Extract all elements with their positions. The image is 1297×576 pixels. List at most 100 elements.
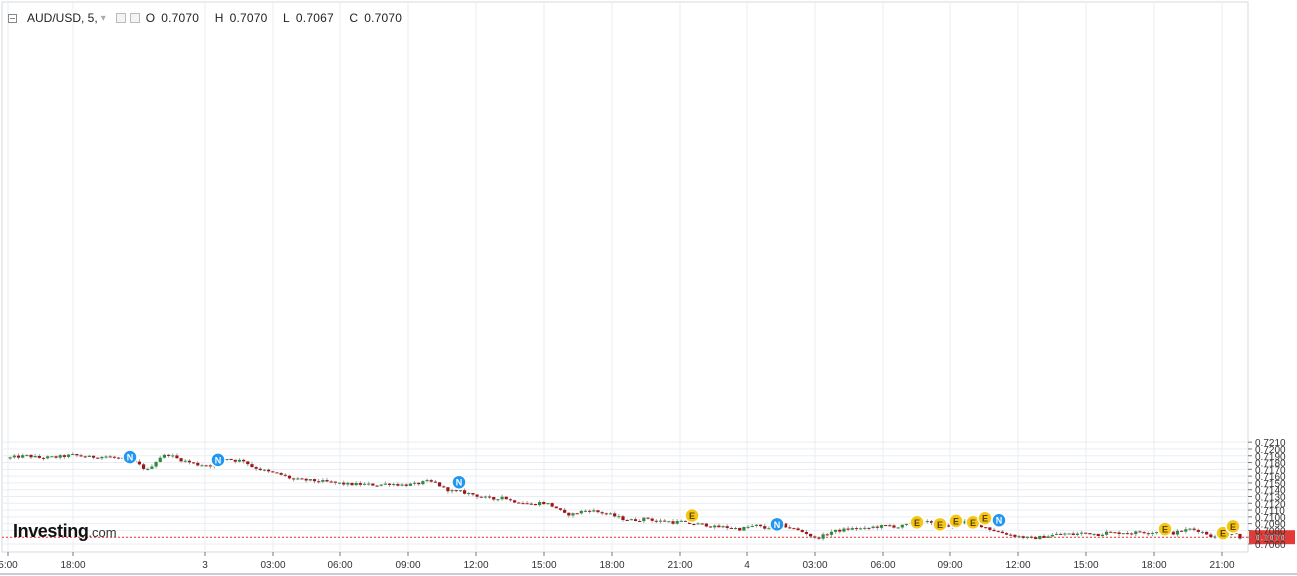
candle: [296, 478, 300, 480]
low-value: 0.7067: [295, 11, 334, 25]
candle: [1054, 533, 1059, 535]
candle: [271, 471, 275, 473]
candle: [738, 527, 742, 531]
y-tick-label: 0.7110: [1255, 506, 1285, 517]
news-marker[interactable]: N: [122, 449, 138, 465]
candle: [733, 527, 738, 529]
candle: [1213, 536, 1217, 538]
candle: [1046, 536, 1050, 538]
symbol-label[interactable]: AUD/USD, 5,: [27, 11, 98, 25]
candle: [96, 457, 100, 459]
candle: [46, 456, 50, 459]
candle: [321, 480, 325, 482]
y-tick-label: 0.7160: [1255, 472, 1286, 483]
candle: [1200, 531, 1205, 533]
earnings-marker[interactable]: E: [1157, 521, 1173, 537]
candle: [346, 482, 350, 485]
candle: [1121, 533, 1125, 535]
candle: [763, 526, 767, 529]
x-tick-label: 12:00: [1005, 560, 1030, 571]
candle: [450, 490, 454, 492]
candle: [617, 516, 621, 518]
candle: [513, 500, 517, 503]
candle: [704, 523, 708, 527]
candle: [66, 454, 71, 457]
price-axis[interactable]: 0.72100.72000.71900.71800.71700.71600.71…: [1248, 438, 1286, 551]
candle: [671, 521, 675, 524]
x-tick-label: 18:00: [599, 560, 624, 571]
candle: [750, 525, 754, 527]
candle: [137, 461, 142, 465]
high-label: H: [214, 11, 224, 25]
candle: [979, 523, 984, 528]
x-tick-label: 12:00: [463, 560, 488, 571]
candle: [1175, 530, 1180, 535]
candle: [588, 510, 592, 512]
earnings-marker[interactable]: E: [909, 514, 925, 531]
news-marker[interactable]: N: [769, 516, 785, 533]
candle: [262, 469, 267, 471]
candle: [446, 487, 450, 492]
candle: [329, 481, 333, 483]
candle: [675, 521, 679, 524]
candle: [1155, 532, 1159, 534]
candle: [800, 530, 804, 532]
candle: [500, 496, 504, 500]
close-label: C: [349, 11, 359, 25]
x-tick-label: 09:00: [937, 560, 962, 571]
news-icon: [769, 516, 785, 533]
candle: [717, 525, 721, 528]
y-tick-label: 0.7090: [1255, 520, 1286, 531]
candle: [804, 531, 809, 534]
candle: [342, 482, 346, 485]
candle: [379, 484, 383, 486]
event-letter: E: [1220, 529, 1226, 539]
candle: [529, 503, 533, 505]
earnings-marker[interactable]: E: [977, 510, 993, 526]
candle: [1017, 536, 1021, 538]
candle: [1142, 532, 1146, 534]
x-tick-label: 4: [744, 560, 750, 571]
earnings-marker[interactable]: E: [684, 507, 700, 524]
candle: [1146, 533, 1150, 535]
earnings-marker[interactable]: E: [1225, 518, 1241, 535]
candle: [904, 523, 909, 525]
event-letter: E: [937, 520, 943, 530]
settings-icon[interactable]: [129, 13, 140, 23]
candle: [304, 478, 308, 481]
candle: [100, 456, 104, 459]
news-marker[interactable]: N: [210, 452, 226, 468]
time-axis[interactable]: 5:00 18:00 3 03:00 06:00 09:00 12:00 15:00 18:00…: [0, 552, 1297, 575]
logo-name: Investing: [13, 521, 89, 541]
earnings-marker[interactable]: E: [948, 513, 964, 529]
candle: [1029, 536, 1034, 538]
candle: [600, 512, 604, 514]
y-tick-label: 0.7120: [1255, 499, 1286, 510]
chevron-down-icon[interactable]: ▾: [100, 12, 106, 24]
candle: [842, 528, 846, 532]
collapse-icon[interactable]: [8, 13, 17, 23]
candle: [292, 478, 296, 480]
x-tick-label: 18:00: [60, 560, 85, 571]
news-marker[interactable]: N: [451, 474, 467, 490]
candle: [362, 483, 367, 485]
x-tick-label: 06:00: [870, 560, 895, 571]
earnings-marker[interactable]: E: [965, 514, 981, 531]
news-marker[interactable]: N: [991, 512, 1007, 528]
x-tick-label: 06:00: [327, 560, 352, 571]
candle: [538, 501, 542, 506]
candle: [571, 513, 575, 516]
earnings-marker[interactable]: E: [932, 516, 948, 533]
candle: [400, 484, 404, 486]
candle: [888, 525, 892, 527]
candle: [437, 482, 442, 487]
candle: [75, 454, 79, 456]
last-price-line: 0.7070: [2, 530, 1295, 545]
visibility-icon[interactable]: [115, 13, 126, 23]
candle: [658, 520, 663, 522]
candle: [525, 503, 529, 505]
y-tick-label: 0.7070: [1255, 533, 1286, 544]
candle: [1150, 532, 1155, 534]
